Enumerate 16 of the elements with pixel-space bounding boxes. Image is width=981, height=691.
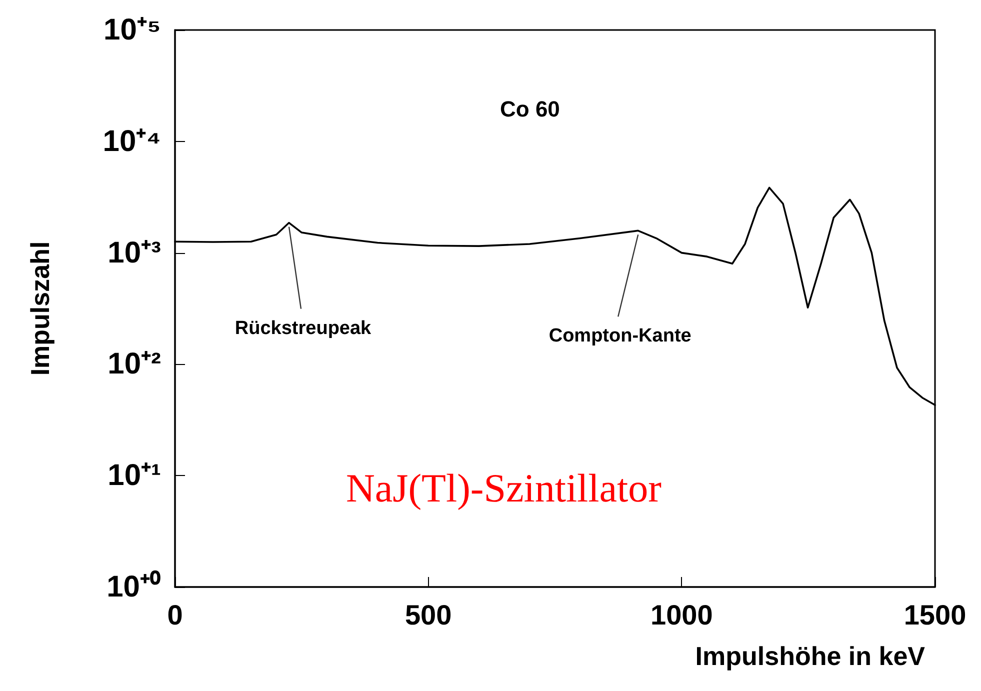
x-tick-label: 500 bbox=[404, 600, 452, 630]
y-tick-label: 10⁺¹ bbox=[108, 459, 162, 492]
annotation: NaJ(Tl)-Szintillator bbox=[346, 466, 662, 510]
y-tick-label: 10⁺⁴ bbox=[102, 124, 161, 158]
x-axis-title: Impulshöhe in keV bbox=[695, 641, 926, 671]
annotation: Rückstreupeak bbox=[234, 318, 372, 339]
x-tick-label: 1000 bbox=[650, 600, 713, 630]
y-axis-title: Impulszahl bbox=[25, 241, 55, 376]
y-tick-label: 10⁺⁰ bbox=[106, 570, 161, 604]
annotation: Compton-Kante bbox=[548, 326, 692, 347]
x-tick-label: 0 bbox=[167, 600, 183, 630]
y-tick-label: 10⁺³ bbox=[108, 236, 162, 270]
annotation: Co 60 bbox=[500, 96, 560, 122]
y-tick-label: 10⁺² bbox=[108, 348, 162, 381]
x-tick-label: 1500 bbox=[904, 600, 966, 630]
y-tick-label: 10⁺⁵ bbox=[104, 14, 161, 46]
